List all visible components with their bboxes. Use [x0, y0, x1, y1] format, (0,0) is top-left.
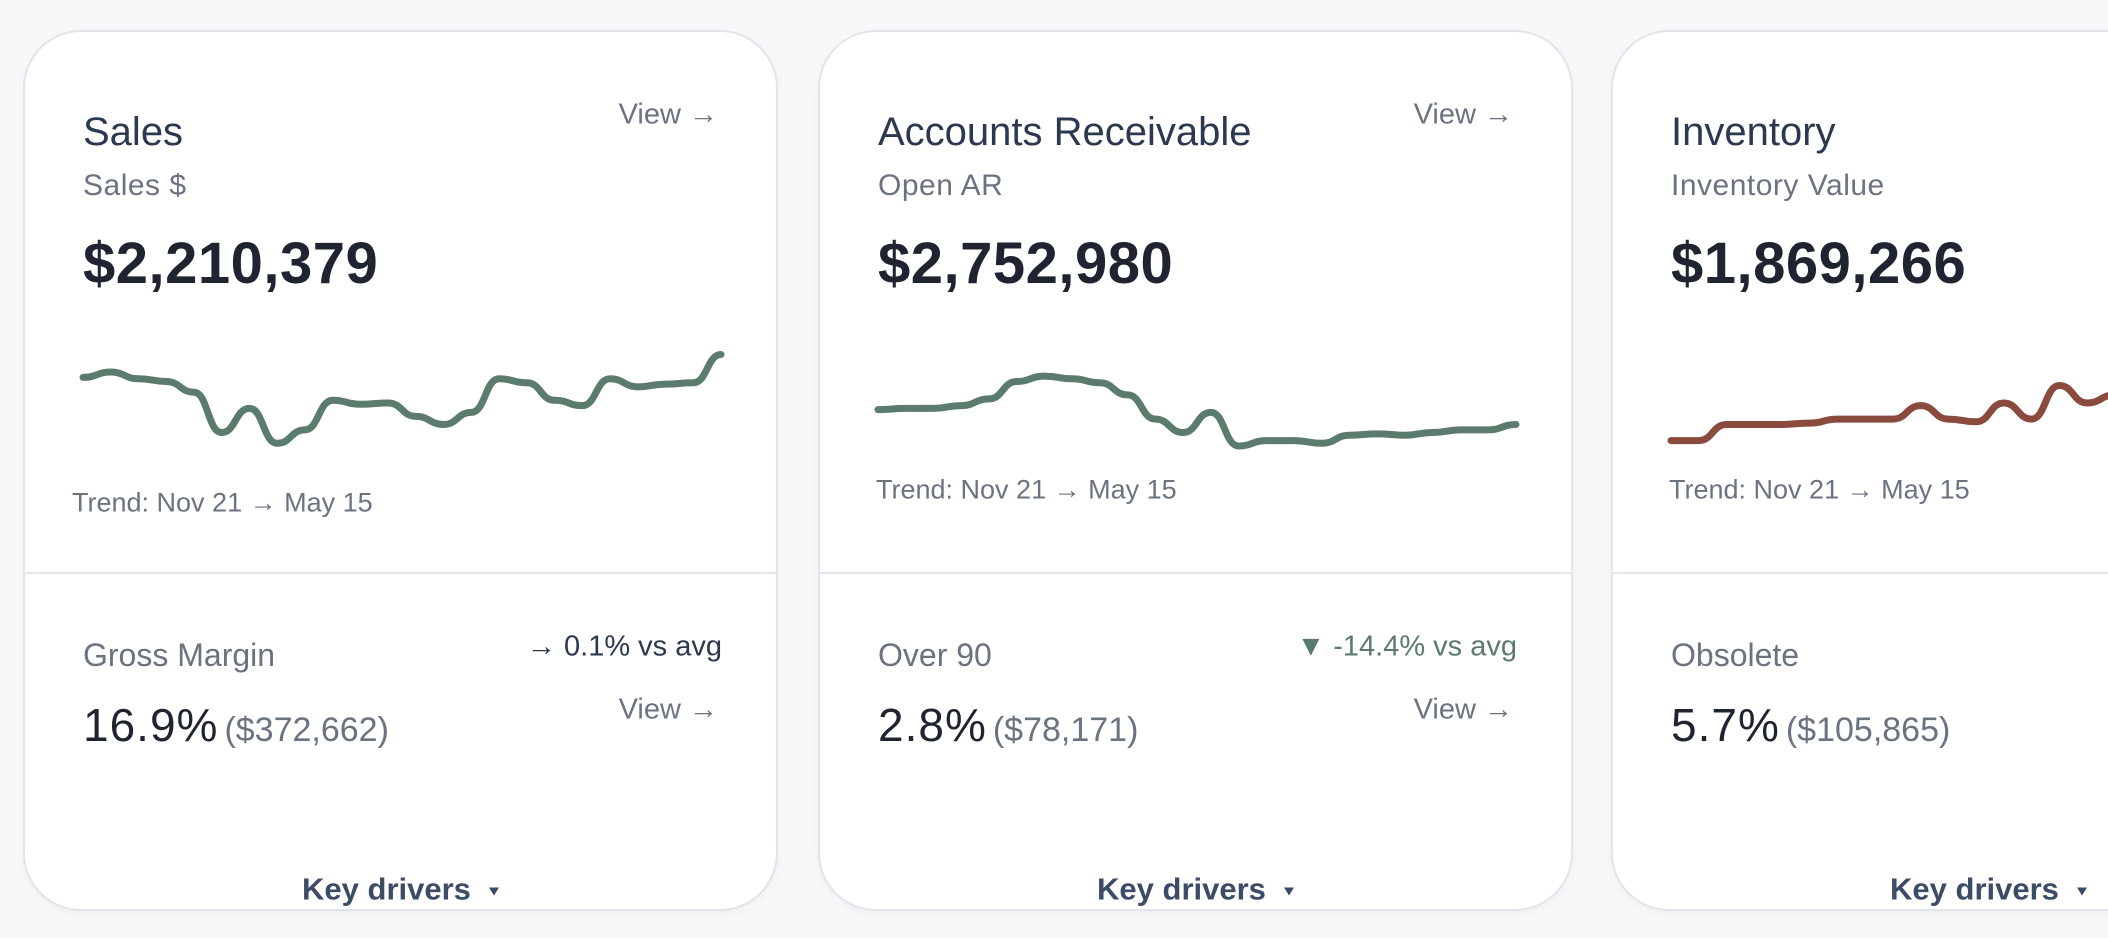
- sparkline: [1667, 381, 2108, 445]
- view-link[interactable]: View →: [1413, 693, 1513, 726]
- divider: [25, 572, 776, 574]
- key-drivers-label[interactable]: Key drivers: [1097, 871, 1266, 907]
- metric-value: $2,752,980: [878, 231, 1174, 296]
- key-drivers[interactable]: Key drivers: [25, 874, 776, 905]
- metric-value: $2,210,379: [83, 231, 379, 296]
- view-link[interactable]: View →: [1413, 98, 1513, 131]
- kpi-card: Inventory Inventory Value $1,869,266 Trend:…: [1611, 30, 2108, 911]
- card-title: Sales: [83, 110, 184, 154]
- view-link[interactable]: View →: [618, 693, 718, 726]
- key-drivers[interactable]: Key drivers: [1613, 874, 2108, 905]
- secondary-label: Gross Margin: [83, 637, 276, 673]
- key-drivers[interactable]: Key drivers: [820, 874, 1571, 905]
- key-drivers-label[interactable]: Key drivers: [302, 871, 471, 907]
- card-title: Accounts Receivable: [878, 110, 1252, 154]
- amount: ($78,171): [992, 711, 1139, 749]
- sparkline: [79, 351, 725, 447]
- caret: [488, 887, 499, 896]
- delta: → 0.1% vs avg: [526, 630, 722, 663]
- divider: [1613, 572, 2108, 574]
- secondary-value: 5.7% ($105,865): [1671, 702, 1950, 748]
- card-title: Inventory: [1671, 110, 1836, 154]
- percent: 5.7%: [1671, 699, 1780, 751]
- trend-line: [874, 372, 1520, 450]
- delta: ▼ -14.4% vs avg: [1296, 630, 1517, 663]
- trend-line: [79, 351, 725, 447]
- kpi-card: Accounts Receivable View → Open AR $2,752,9…: [818, 30, 1573, 911]
- metric-label: Sales $: [83, 169, 187, 202]
- trend-label: Trend: Nov 21 → May 15: [1669, 474, 1970, 505]
- amount: ($105,865): [1785, 711, 1951, 749]
- key-drivers-label[interactable]: Key drivers: [1890, 871, 2059, 907]
- metric-label: Inventory Value: [1671, 169, 1885, 202]
- kpi-card: Sales View → Sales $ $2,210,379 Trend: Nov 2…: [23, 30, 778, 911]
- trend-label: Trend: Nov 21 → May 15: [876, 474, 1177, 505]
- percent: 2.8%: [878, 699, 987, 751]
- caret: [1283, 887, 1294, 896]
- amount: ($372,662): [224, 711, 389, 749]
- trend-label: Trend: Nov 21 → May 15: [72, 487, 373, 518]
- secondary-value: 16.9% ($372,662): [83, 702, 389, 748]
- trend-line: [1667, 381, 2108, 445]
- divider: [820, 572, 1571, 574]
- metric-value: $1,869,266: [1671, 231, 1967, 296]
- caret: [2076, 887, 2087, 896]
- view-link[interactable]: View →: [618, 98, 718, 131]
- metric-label: Open AR: [878, 169, 1004, 202]
- secondary-value: 2.8% ($78,171): [878, 702, 1138, 748]
- sparkline: [874, 372, 1520, 450]
- secondary-label: Obsolete: [1671, 637, 1800, 673]
- secondary-label: Over 90: [878, 637, 992, 673]
- percent: 16.9%: [83, 699, 219, 751]
